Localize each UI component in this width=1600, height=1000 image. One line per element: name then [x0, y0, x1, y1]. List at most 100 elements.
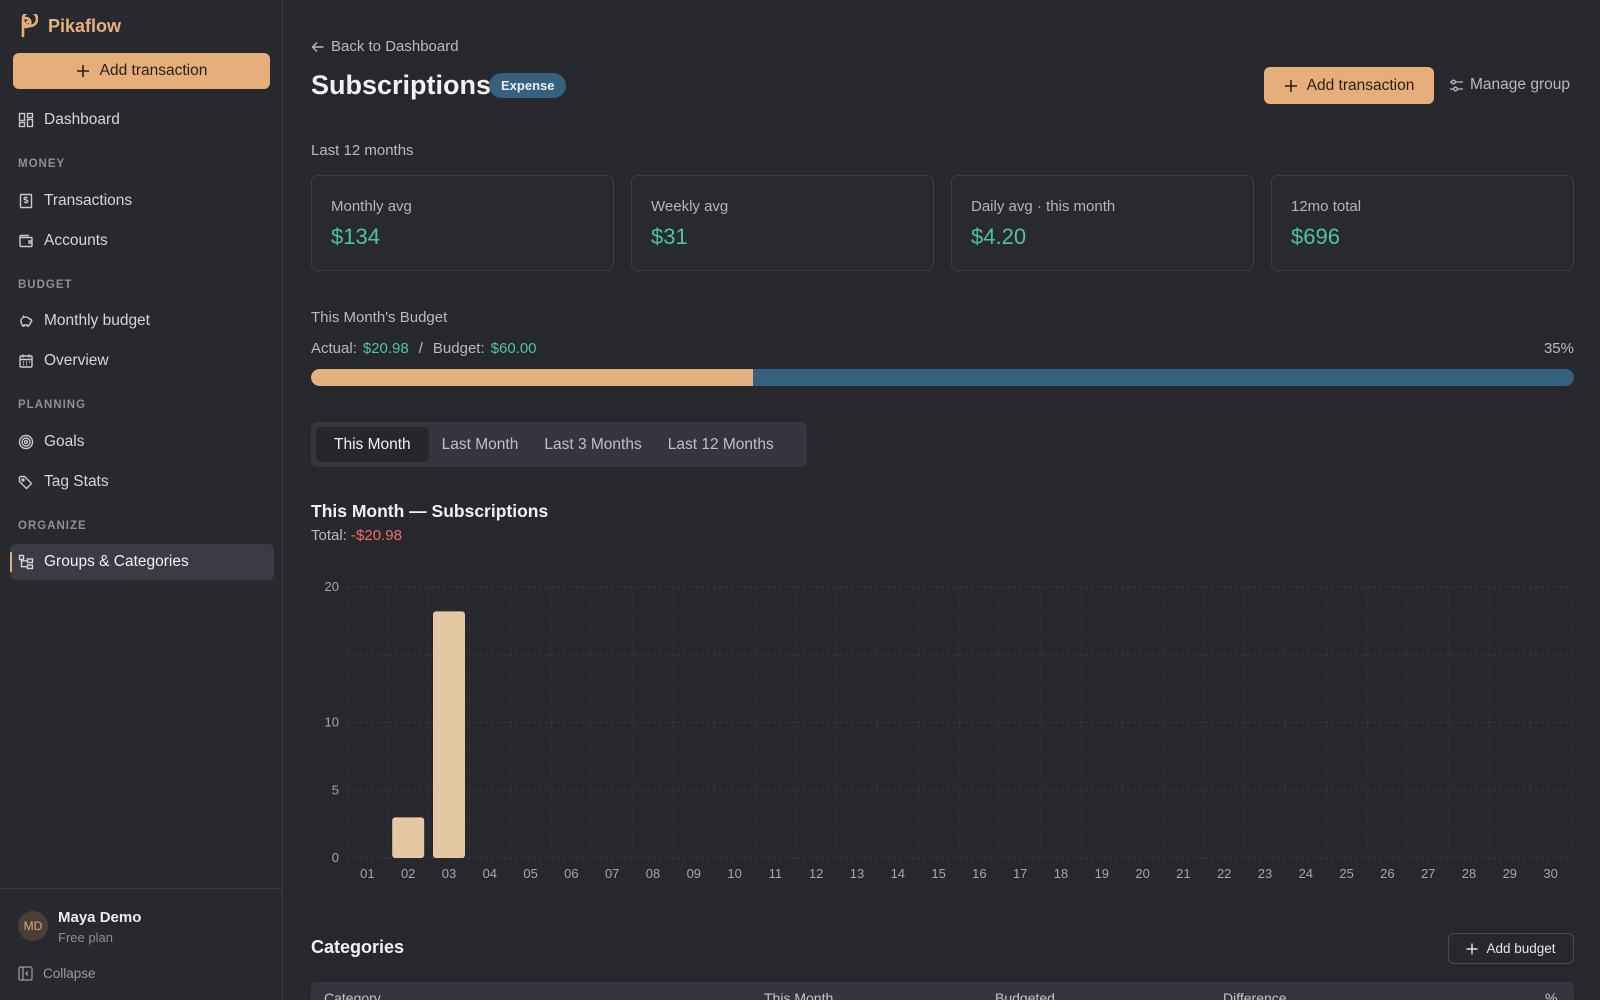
chart-bar[interactable] [392, 817, 425, 858]
chart-total-label: Total: [311, 527, 347, 544]
chart-total: Total: -$20.98 [311, 527, 402, 544]
back-label: Back to Dashboard [331, 38, 459, 55]
period-tabs: This Month Last Month Last 3 Months Last… [311, 422, 807, 467]
tab-last-3-months[interactable]: Last 3 Months [544, 435, 642, 453]
categories-table-header: Category This Month Budgeted Difference … [311, 982, 1574, 1000]
column-header-budgeted[interactable]: Budgeted [995, 990, 1055, 1000]
sidebar-item-label: Dashboard [44, 111, 120, 128]
column-header-this-month[interactable]: This Month [764, 990, 834, 1000]
stat-label: Weekly avg [651, 198, 729, 215]
sidebar-item-transactions[interactable]: Transactions [10, 183, 274, 219]
stat-label: Monthly avg [331, 198, 412, 215]
tab-last-month[interactable]: Last Month [441, 435, 519, 453]
x-tick-label: 30 [1543, 866, 1557, 881]
sidebar-item-label: Groups & Categories [44, 553, 189, 570]
column-header-category[interactable]: Category [324, 990, 381, 1000]
x-tick-label: 20 [1135, 866, 1149, 881]
categories-title: Categories [311, 937, 405, 957]
brand[interactable]: Pikaflow [18, 14, 121, 38]
collapse-sidebar-icon [18, 966, 33, 981]
manage-group-label: Manage group [1470, 76, 1570, 93]
add-transaction-button[interactable]: Add transaction [1264, 67, 1434, 104]
x-tick-label: 17 [1013, 866, 1027, 881]
page-title: Subscriptions [311, 70, 492, 100]
y-tick-label: 10 [325, 715, 339, 730]
manage-group-button[interactable]: Manage group [1449, 76, 1570, 94]
collapse-button[interactable]: Collapse [18, 966, 96, 981]
target-icon [18, 434, 34, 450]
stat-card-weekly-avg: Weekly avg $31 [631, 175, 934, 271]
hierarchy-icon [18, 554, 34, 570]
user-name: Maya Demo [58, 909, 142, 926]
x-tick-label: 07 [605, 866, 619, 881]
x-tick-label: 13 [850, 866, 864, 881]
x-tick-label: 25 [1339, 866, 1353, 881]
sidebar-section-organize: ORGANIZE [18, 520, 87, 532]
sidebar-item-overview[interactable]: Overview [10, 343, 274, 379]
add-budget-button[interactable]: Add budget [1448, 933, 1574, 964]
receipt-icon [18, 193, 34, 209]
sidebar-item-label: Monthly budget [44, 312, 150, 329]
x-tick-label: 18 [1054, 866, 1068, 881]
sidebar-add-transaction-button[interactable]: Add transaction [13, 53, 270, 89]
stat-value: $134 [331, 224, 380, 249]
x-tick-label: 26 [1380, 866, 1394, 881]
x-tick-label: 08 [646, 866, 660, 881]
stat-value: $31 [651, 224, 688, 249]
actual-value: $20.98 [362, 340, 409, 357]
sidebar-item-monthly-budget[interactable]: Monthly budget [10, 303, 274, 339]
x-tick-label: 28 [1462, 866, 1476, 881]
x-tick-label: 06 [564, 866, 578, 881]
x-tick-label: 16 [972, 866, 986, 881]
x-tick-label: 22 [1217, 866, 1231, 881]
sidebar-section-budget: BUDGET [18, 279, 73, 291]
x-tick-label: 23 [1258, 866, 1272, 881]
budget-value: $60.00 [490, 340, 537, 357]
column-header-difference[interactable]: Difference [1223, 990, 1287, 1000]
sliders-icon [1449, 78, 1464, 93]
sidebar-item-tag-stats[interactable]: Tag Stats [10, 464, 274, 500]
x-tick-label: 10 [727, 866, 741, 881]
budget-title: This Month's Budget [311, 309, 448, 326]
chart-title: This Month — Subscriptions [311, 501, 549, 521]
stat-card-daily-avg: Daily avg · this month $4.20 [951, 175, 1254, 271]
stats-period-label: Last 12 months [311, 142, 414, 159]
x-tick-label: 14 [891, 866, 905, 881]
x-tick-label: 09 [687, 866, 701, 881]
piggy-bank-icon [18, 313, 34, 329]
y-tick-label: 20 [325, 579, 339, 594]
calendar-icon [18, 353, 34, 369]
collapse-label: Collapse [43, 966, 96, 981]
stat-value: $696 [1291, 224, 1340, 249]
sidebar-item-dashboard[interactable]: Dashboard [10, 102, 274, 138]
tag-icon [18, 474, 34, 490]
budget-summary: Actual: $20.98 / Budget: $60.00 [311, 340, 537, 357]
wallet-icon [18, 233, 34, 249]
sidebar-footer-divider [0, 888, 283, 889]
back-to-dashboard-link[interactable]: Back to Dashboard [311, 38, 459, 55]
stat-label: Daily avg · this month [971, 198, 1116, 215]
arrow-left-icon [311, 40, 325, 54]
x-tick-label: 21 [1176, 866, 1190, 881]
tab-last-12-months[interactable]: Last 12 Months [667, 435, 774, 453]
dashboard-icon [18, 112, 34, 128]
x-tick-label: 15 [931, 866, 945, 881]
sidebar-item-goals[interactable]: Goals [10, 424, 274, 460]
sidebar-item-accounts[interactable]: Accounts [10, 223, 274, 259]
avatar[interactable]: MD [18, 911, 48, 941]
budget-progress-fill [311, 369, 754, 386]
sidebar-item-label: Overview [44, 352, 109, 369]
tab-this-month[interactable]: This Month [316, 427, 429, 462]
plus-icon [1284, 79, 1298, 93]
column-header-percent[interactable]: % [1545, 990, 1558, 1000]
chart-bar[interactable] [433, 611, 465, 858]
sidebar-add-transaction-label: Add transaction [99, 62, 208, 79]
sidebar-item-label: Transactions [44, 192, 133, 209]
actual-label: Actual: [311, 340, 357, 357]
x-tick-label: 01 [360, 866, 374, 881]
sidebar-item-groups-categories[interactable]: Groups & Categories [10, 544, 274, 580]
sidebar-item-label: Tag Stats [44, 473, 109, 490]
add-transaction-label: Add transaction [1306, 76, 1415, 94]
budget-percent: 35% [1543, 340, 1574, 357]
stat-label: 12mo total [1291, 198, 1362, 215]
